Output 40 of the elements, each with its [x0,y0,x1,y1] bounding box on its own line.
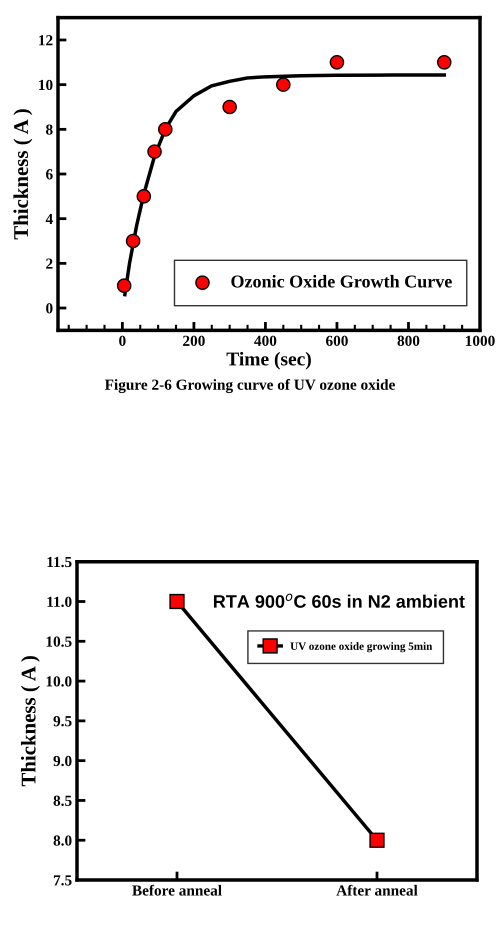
point [158,122,173,137]
x-tick-label: 600 [326,336,348,346]
x-tick-label: 200 [183,336,205,346]
y-tick-label: 12 [39,35,52,46]
point [330,55,344,70]
y-tick-label: 10 [39,80,53,90]
y-tick-label: 7.5 [54,875,72,886]
annotation: RTA 900$^{o}$C 60s in N2 ambient [214,594,465,608]
y-tick-label: 11.0 [47,596,72,608]
y-tick-label: 4 [46,214,53,224]
y-tick-label: 6 [46,169,53,180]
legend-label: Ozonic Oxide Growth Curve [231,274,452,288]
point [276,77,291,92]
x-tick-label: 400 [254,336,276,346]
y-axis-title: Thickness ( A ) [13,109,32,240]
caption: Figure 2-6 Growing curve of UV ozone oxide [104,378,395,394]
point [116,278,132,293]
point [222,100,237,114]
x-axis-title: Time (sec) [226,352,311,370]
x-tick-label: Before anneal [132,884,222,896]
x-tick-label: 1000 [466,336,495,346]
point [436,55,452,70]
legend-label: UV ozone oxide growing 5min [290,642,432,652]
y-tick-label: 8.0 [54,835,72,846]
point [136,189,152,204]
y-tick-label: 10.5 [46,636,72,647]
y-tick-label: 11.5 [47,556,72,568]
y-axis-title: Thickness ( A ) [20,656,40,786]
point [147,144,162,159]
x-tick-label: After anneal [336,884,418,896]
x-tick-label: 800 [398,336,420,346]
y-tick-label: 9.0 [53,756,72,766]
point [126,234,140,248]
y-tick-label: 8 [46,124,53,135]
y-tick-label: 9.5 [53,716,72,726]
y-tick-label: 8.5 [54,796,72,806]
x-tick-label: 0 [119,336,126,346]
y-tick-label: 2 [46,258,52,269]
y-tick-label: 0 [46,303,53,314]
y-tick-label: 10.0 [46,676,72,687]
